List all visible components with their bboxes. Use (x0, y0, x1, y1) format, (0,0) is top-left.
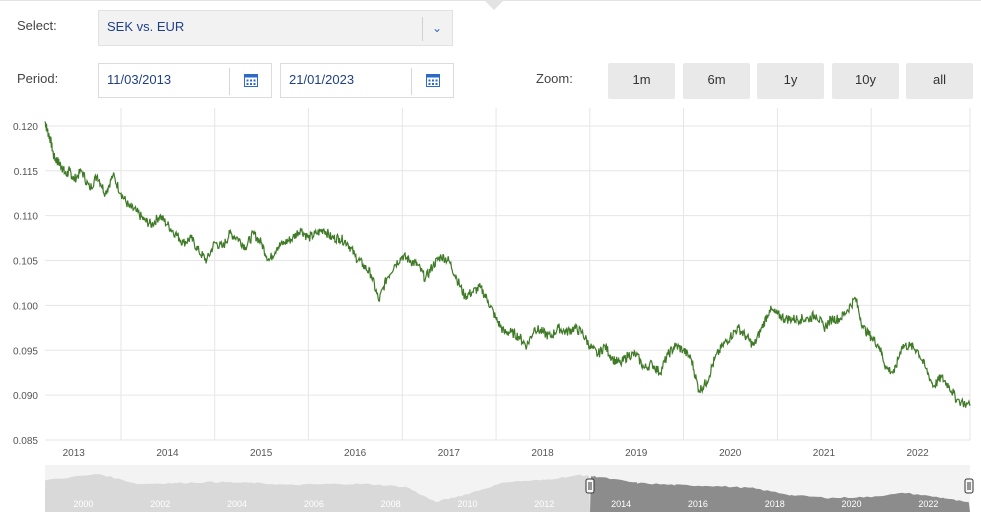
exchange-rate-chart: 0.085 0.090 0.095 0.100 0.105 0.110 0.115 0.120… (13, 108, 974, 512)
select-label: Select: (17, 18, 57, 33)
select-divider (422, 17, 423, 41)
y-tick-label: 0.085 (13, 436, 38, 447)
zoom-all-button[interactable]: all (906, 63, 973, 99)
y-tick-label: 0.110 (14, 212, 39, 223)
navigator-tick-label: 2020 (841, 499, 861, 509)
navigator-tick-label: 2010 (457, 499, 477, 509)
x-tick-label: 2019 (625, 448, 648, 459)
date-from-value: 11/03/2013 (107, 72, 172, 87)
x-tick-label: 2014 (156, 448, 179, 459)
calendar-icon[interactable] (244, 73, 258, 87)
date-to-field[interactable]: 21/01/2023 (280, 63, 454, 98)
x-tick-label: 2021 (813, 448, 836, 459)
navigator-tick-label: 2016 (688, 499, 708, 509)
y-tick-label: 0.105 (13, 257, 38, 268)
y-tick-label: 0.120 (13, 122, 38, 133)
x-tick-label: 2022 (907, 448, 930, 459)
date-to-divider (411, 68, 412, 95)
navigator-left-handle[interactable] (585, 478, 595, 494)
navigator-tick-label: 2002 (150, 499, 170, 509)
calendar-icon[interactable] (426, 73, 440, 87)
date-from-divider (229, 68, 230, 95)
chevron-down-icon[interactable]: ⌄ (432, 21, 443, 35)
panel-notch (485, 1, 503, 10)
navigator-tick-label: 2004 (227, 499, 247, 509)
x-tick-label: 2017 (438, 448, 461, 459)
navigator-tick-label: 2022 (918, 499, 938, 509)
zoom-6m-button[interactable]: 6m (683, 63, 750, 99)
date-from-field[interactable]: 11/03/2013 (98, 63, 272, 98)
x-tick-label: 2015 (250, 448, 273, 459)
select-value: SEK vs. EUR (107, 19, 185, 34)
y-tick-label: 0.115 (14, 167, 39, 178)
navigator-tick-label: 2014 (611, 499, 631, 509)
navigator-selected-area (590, 476, 970, 512)
y-tick-label: 0.100 (13, 301, 38, 312)
date-to-value: 21/01/2023 (289, 72, 355, 87)
navigator-area (45, 474, 590, 512)
navigator-tick-label: 2006 (304, 499, 324, 509)
y-tick-label: 0.095 (13, 346, 38, 357)
navigator-tick-label: 2012 (534, 499, 554, 509)
zoom-label: Zoom: (536, 71, 573, 86)
x-tick-label: 2016 (344, 448, 367, 459)
zoom-10y-button[interactable]: 10y (832, 63, 899, 99)
navigator-right-handle[interactable] (964, 478, 974, 494)
navigator-tick-label: 2008 (381, 499, 401, 509)
currency-pair-select[interactable]: SEK vs. EUR ⌄ (98, 10, 453, 46)
top-divider (0, 0, 981, 1)
y-tick-label: 0.090 (13, 391, 38, 402)
series-line (44, 121, 971, 408)
period-label: Period: (17, 71, 59, 86)
navigator[interactable]: 2000 2002 2004 2006 2008 2010 2012 2014 2016 2018… (45, 465, 974, 512)
navigator-tick-label: 2000 (73, 499, 93, 509)
x-tick-label: 2018 (531, 448, 554, 459)
x-tick-label: 2013 (63, 448, 86, 459)
navigator-tick-label: 2018 (765, 499, 785, 509)
zoom-1y-button[interactable]: 1y (757, 63, 824, 99)
zoom-1m-button[interactable]: 1m (608, 63, 675, 99)
x-tick-label: 2020 (719, 448, 742, 459)
